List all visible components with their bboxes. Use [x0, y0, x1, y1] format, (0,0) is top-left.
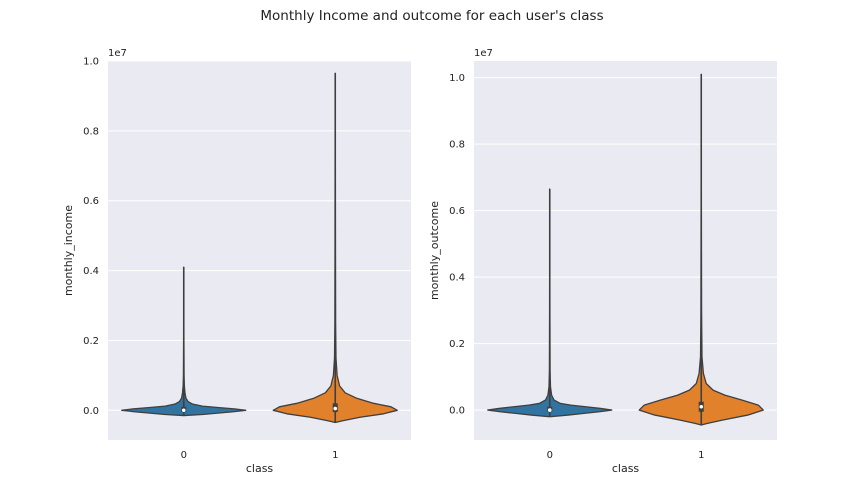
- violin-median-point: [547, 408, 552, 412]
- y-tick-label: 0.6: [83, 196, 99, 207]
- y-tick-label: 1.0: [83, 57, 99, 68]
- y-tick-label: 0.8: [83, 126, 99, 137]
- y-tick-label: 0.2: [449, 339, 465, 350]
- y-tick-label: 0.0: [449, 406, 465, 417]
- y-offset-label: 1e7: [108, 48, 127, 59]
- x-axis-label: class: [612, 462, 640, 475]
- x-tick-label: 0: [181, 450, 187, 461]
- x-tick-label: 1: [332, 450, 338, 461]
- plot-area: [108, 61, 411, 440]
- y-offset-label: 1e7: [474, 48, 493, 59]
- y-axis-label: monthly_outcome: [428, 201, 441, 300]
- y-tick-label: 0.2: [83, 336, 99, 347]
- y-tick-label: 0.6: [449, 206, 465, 217]
- chart-panel-2: 0.0 0.2 0.4 0.6 0.8 1.0 1e7 0 1 class monthly_outc…: [428, 48, 777, 475]
- violin-median-point: [699, 404, 704, 409]
- violin-median-point: [181, 408, 186, 413]
- x-axis-label: class: [246, 462, 274, 475]
- x-tick-label: 0: [547, 450, 553, 461]
- y-axis-label: monthly_income: [62, 205, 75, 296]
- y-tick-label: 0.8: [449, 140, 465, 151]
- y-tick-label: 0.4: [449, 273, 465, 284]
- x-tick-label: 1: [698, 450, 704, 461]
- y-tick-label: 0.4: [83, 266, 99, 277]
- violin-median-point: [333, 406, 338, 411]
- y-tick-label: 0.0: [83, 406, 99, 417]
- plot-area: [474, 61, 777, 440]
- figure-title: Monthly Income and outcome for each user…: [260, 8, 604, 24]
- y-tick-label: 1.0: [449, 73, 465, 84]
- chart-panel-1: 0.0 0.2 0.4 0.6 0.8 1.0 1e7 0 1 class monthly_inco…: [62, 48, 411, 475]
